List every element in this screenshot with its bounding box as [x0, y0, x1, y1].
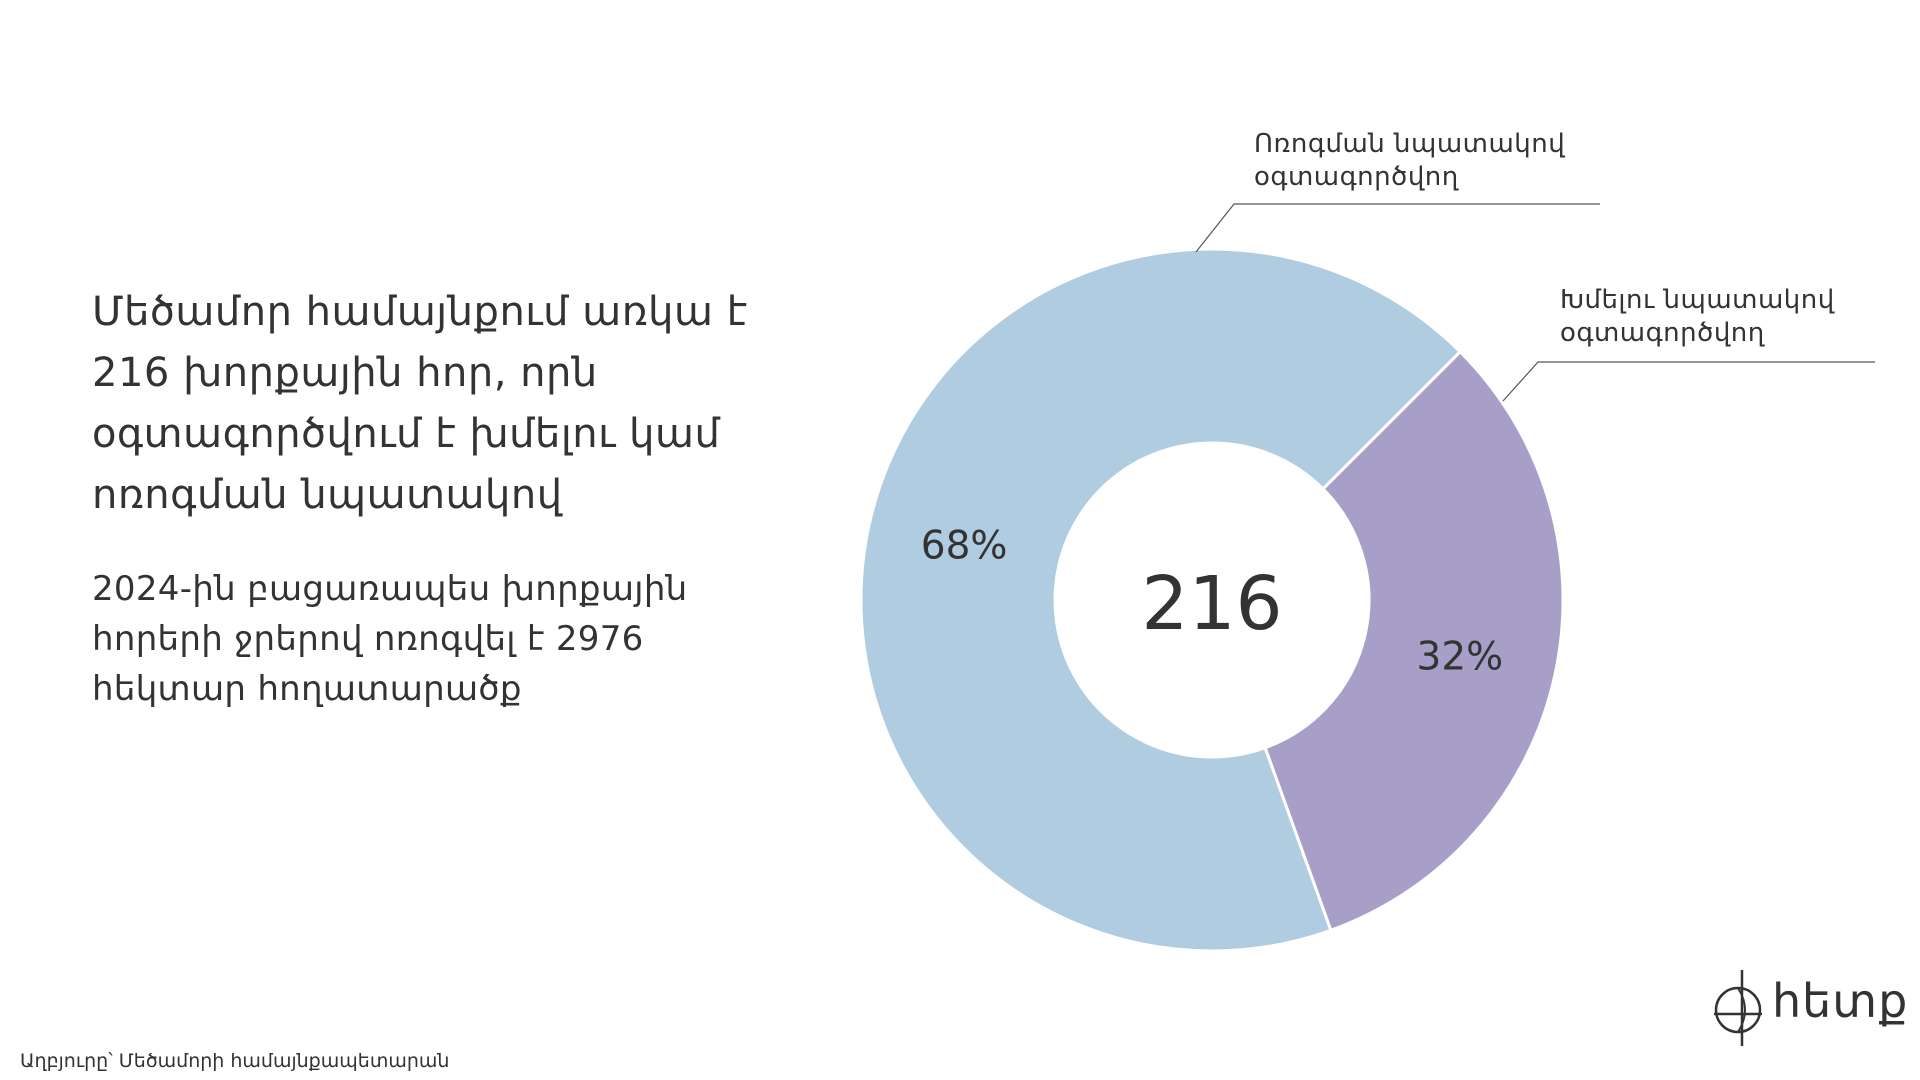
logo-text: հետք [1772, 974, 1909, 1028]
callout-drinking-line-2: օգտագործվող [1560, 318, 1765, 348]
headline: Մեծամոր համայնքում առկա է 216 խորքային հ… [92, 289, 748, 518]
source-note: Աղբյուրը՝ Մեծամորի համայնքապետարան [20, 1050, 450, 1072]
callout-watering-line-1: Ոռոգման նպատակով [1254, 129, 1566, 159]
leader-line-watering [1195, 203, 1600, 253]
slice-percent-label-watering: 68% [921, 524, 1008, 569]
leader-line-drinking [1502, 361, 1875, 402]
donut-slice-watering [859, 247, 1463, 953]
slice-percent-label-drinking: 32% [1417, 634, 1504, 679]
callout-drinking: Խմելու նպատակով օգտագործվող [1560, 284, 1835, 350]
logo: հետք [1712, 968, 1907, 1048]
subtext: 2024-ին բացառապես խորքային հորերի ջրերով… [92, 569, 688, 709]
compass-cross-icon [1714, 970, 1762, 1046]
callout-watering-line-2: օգտագործվող [1254, 162, 1459, 192]
callout-watering: Ոռոգման նպատակով օգտագործվող [1254, 128, 1565, 194]
callout-drinking-line-1: Խմելու նպատակով [1560, 285, 1835, 315]
donut-slice-drinking [1263, 349, 1565, 933]
center-total-label: 216 [1141, 561, 1282, 647]
